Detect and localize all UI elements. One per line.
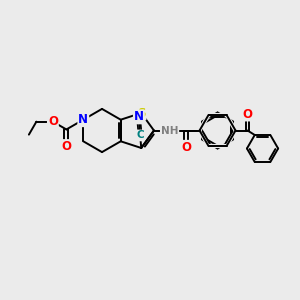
- Text: O: O: [61, 140, 71, 153]
- Text: N: N: [134, 110, 144, 123]
- Text: N: N: [78, 113, 88, 126]
- Text: NH: NH: [161, 125, 178, 136]
- Text: S: S: [137, 106, 146, 119]
- Text: O: O: [242, 107, 253, 121]
- Text: O: O: [181, 141, 191, 154]
- Text: O: O: [48, 115, 58, 128]
- Text: C: C: [136, 130, 144, 140]
